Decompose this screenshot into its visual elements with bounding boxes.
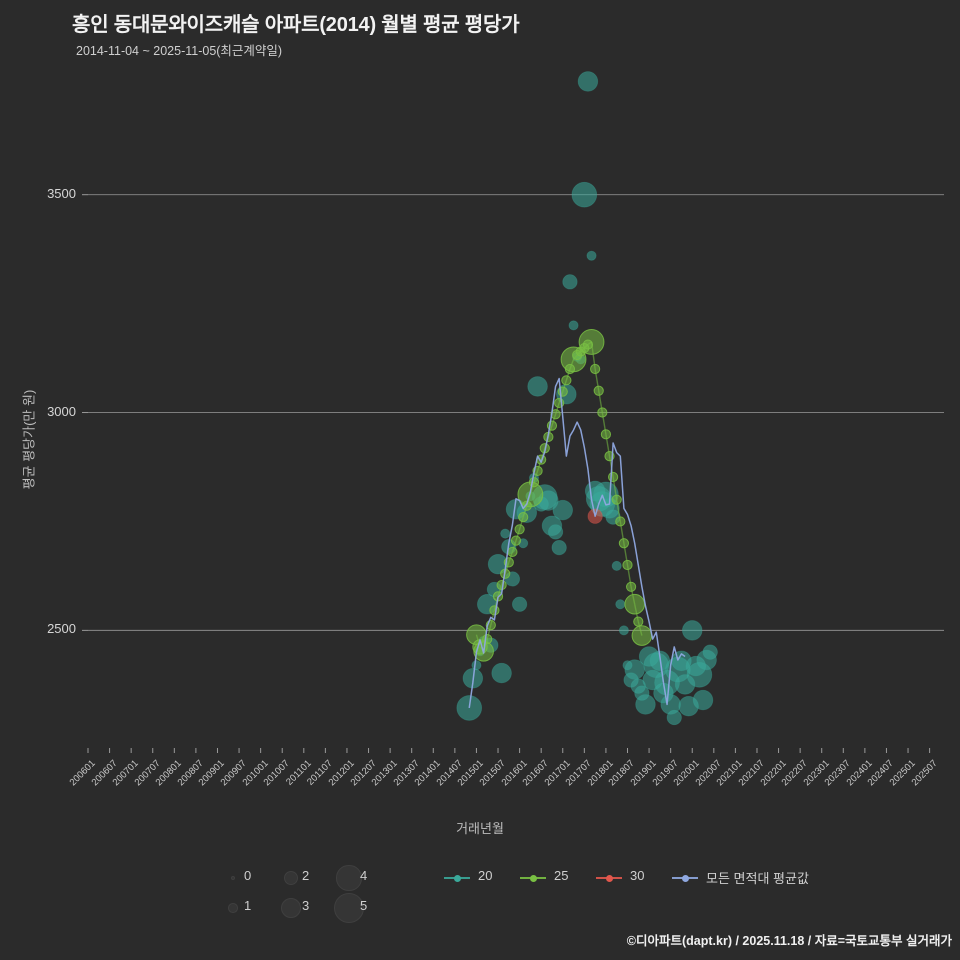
data-point: [682, 620, 703, 641]
data-point: [528, 477, 540, 488]
y-tick-label: 3000: [47, 403, 76, 419]
data-point: [562, 274, 578, 290]
chart-subtitle: 2014-11-04 ~ 2025-11-05(최근계약일): [76, 44, 283, 58]
data-point: [552, 499, 573, 521]
data-point: [593, 385, 604, 396]
data-point: [482, 633, 493, 645]
legend-dot-swatch: [453, 874, 461, 882]
data-point: [608, 471, 619, 483]
legend-label: 30: [630, 868, 645, 883]
data-point: [666, 709, 682, 726]
legend-label: 모든 면적대 평균값: [706, 871, 809, 886]
legend-size-label: 4: [360, 868, 368, 883]
data-point: [586, 250, 597, 261]
data-point: [611, 560, 622, 571]
data-point: [527, 376, 548, 397]
data-point: [471, 660, 482, 671]
data-point: [510, 535, 522, 546]
data-point: [702, 644, 718, 660]
data-point: [489, 605, 500, 616]
data-point: [514, 524, 525, 535]
data-point: [597, 407, 608, 418]
y-tick-label: 3500: [47, 185, 76, 201]
data-point: [635, 694, 656, 715]
data-point: [507, 546, 518, 558]
legend-dot-swatch: [681, 874, 689, 882]
data-point: [615, 516, 626, 527]
data-point: [633, 616, 644, 627]
series-20: [456, 71, 718, 726]
data-point: [625, 581, 637, 592]
series-모든 면적대 평균값: [468, 377, 686, 709]
legend-size-label: 5: [360, 898, 368, 913]
data-point: [500, 528, 511, 539]
legend-dot-swatch: [605, 874, 613, 882]
data-point: [600, 429, 612, 440]
data-point: [571, 181, 598, 208]
data-point: [551, 539, 567, 556]
data-point: [611, 494, 622, 505]
legend-label: 20: [478, 868, 493, 883]
data-point: [631, 625, 653, 646]
data-point: [561, 375, 572, 386]
legend-size-label: 0: [244, 868, 252, 883]
data-point: [590, 363, 601, 375]
data-point: [578, 329, 605, 355]
data-point: [511, 596, 528, 612]
legend-size-label: 1: [244, 898, 252, 913]
legend-size-marker[interactable]: [230, 875, 236, 881]
legend-size-marker[interactable]: [281, 898, 301, 918]
y-tick-label: 2500: [47, 621, 76, 637]
data-point: [568, 320, 579, 331]
data-point: [496, 579, 507, 591]
data-point: [622, 559, 633, 571]
legend-size-marker[interactable]: [333, 892, 365, 924]
legend-size-marker[interactable]: [228, 903, 238, 913]
chart-footer: ©디아파트(dapt.kr) / 2025.11.18 / 자료=국토교통부 실…: [626, 934, 952, 948]
data-point: [692, 689, 714, 711]
data-point: [615, 599, 626, 610]
data-point: [518, 511, 529, 523]
legend-size-marker[interactable]: [336, 865, 362, 891]
data-point: [624, 659, 645, 680]
data-point: [618, 538, 629, 549]
data-point: [618, 625, 629, 636]
legend-dot-swatch: [529, 874, 537, 882]
legend-size-label: 3: [302, 898, 310, 913]
chart-legend: 0 1 2 3 4 5 20 25 30 모든 면적대 평균값: [0, 858, 960, 926]
data-point: [624, 593, 645, 615]
average-line: [468, 377, 686, 709]
data-point: [547, 524, 564, 540]
legend-size-label: 2: [302, 868, 310, 883]
chart-title: 흥인 동대문와이즈캐슬 아파트(2014) 월별 평균 평당가: [72, 14, 520, 36]
legend-label: 25: [554, 868, 569, 883]
data-point: [491, 662, 512, 684]
data-point: [577, 71, 599, 92]
legend-size-marker[interactable]: [283, 870, 299, 886]
x-axis-label: 거래년월: [456, 821, 504, 836]
